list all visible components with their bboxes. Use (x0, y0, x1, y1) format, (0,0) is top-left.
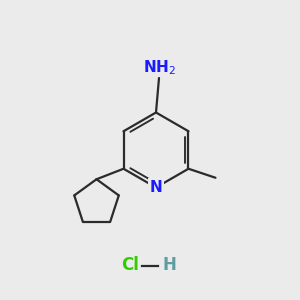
Text: N: N (150, 180, 162, 195)
Text: NH$_2$: NH$_2$ (142, 58, 176, 76)
Text: H: H (163, 256, 176, 274)
Text: Cl: Cl (122, 256, 140, 274)
